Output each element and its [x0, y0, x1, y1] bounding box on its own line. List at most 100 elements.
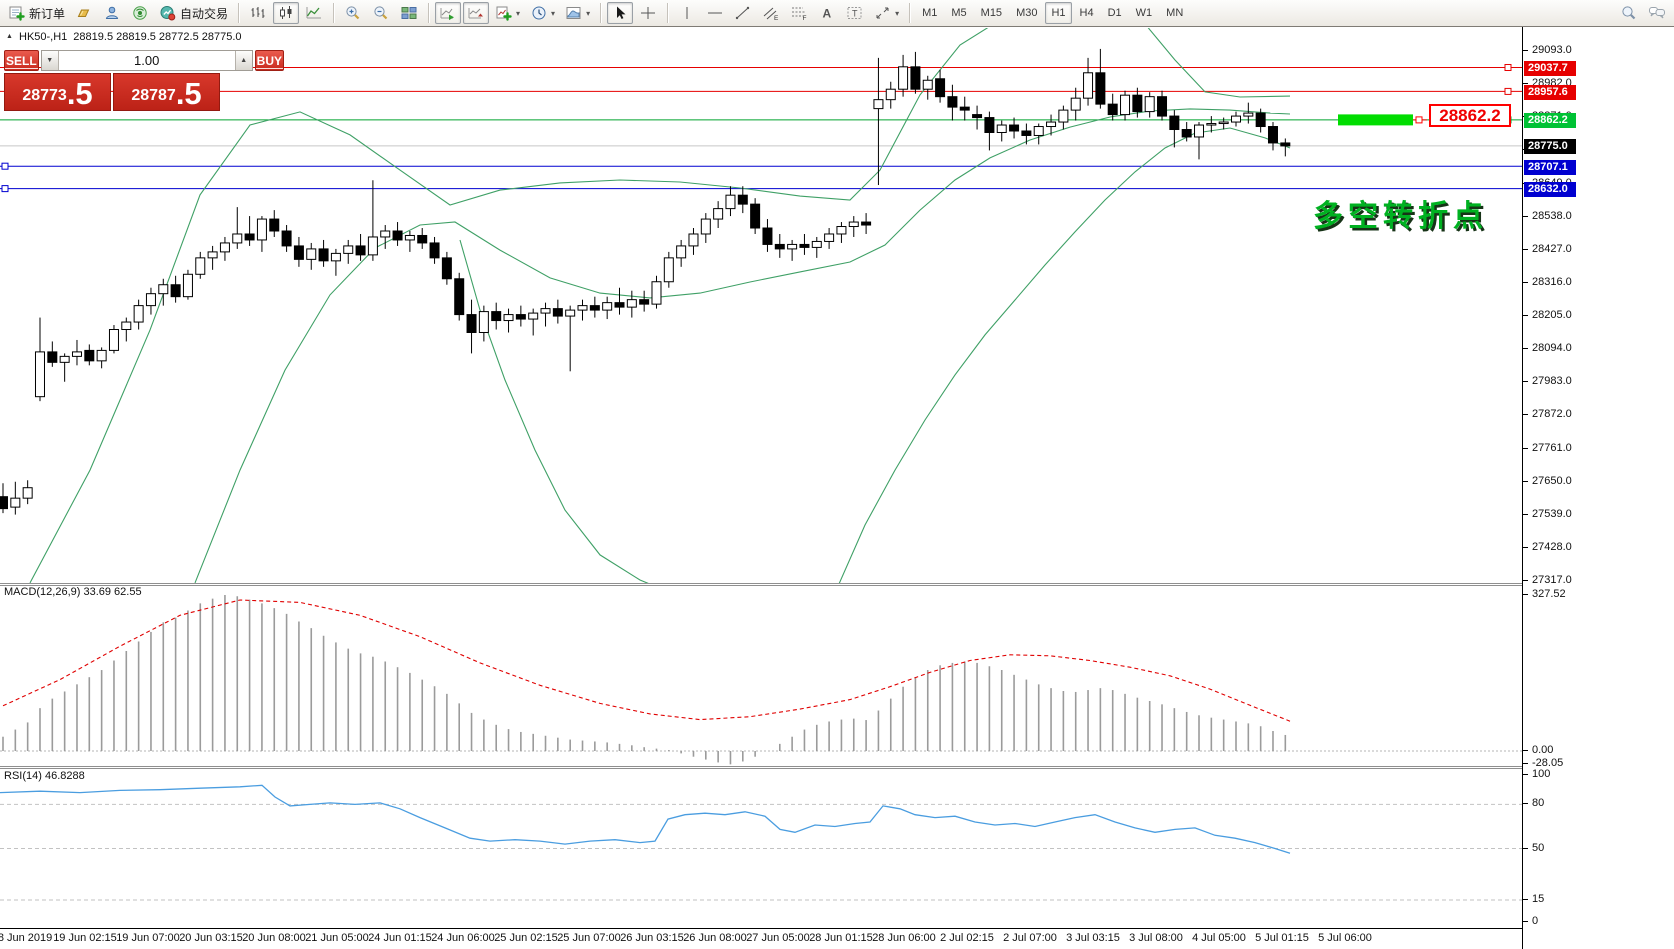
auto-scroll-button[interactable] [435, 2, 462, 24]
dropdown-arrow-icon: ▾ [551, 8, 556, 18]
zoom-out-button[interactable] [368, 2, 394, 24]
highlighted-level-segment[interactable] [1338, 114, 1413, 126]
buy-price-display[interactable]: 28787.5 [113, 73, 220, 111]
timeframe-w1-button[interactable]: W1 [1135, 7, 1153, 19]
tile-windows-button[interactable] [396, 2, 422, 24]
trendline-button[interactable] [730, 2, 756, 24]
macd-tick-label: -28.05 [1522, 757, 1564, 770]
time-axis-label: 24 Jun 01:15 [368, 932, 432, 944]
pane-separator[interactable] [0, 766, 1522, 767]
line-chart-button[interactable] [301, 2, 327, 24]
bar-chart-button[interactable] [245, 2, 271, 24]
pane-separator[interactable] [0, 768, 1522, 769]
rsi-tick-label: 80 [1522, 797, 1545, 810]
band-line [838, 127, 1291, 583]
channel-icon: E [763, 7, 779, 21]
crosshair-icon [641, 7, 656, 19]
chart-shift-button[interactable] [463, 2, 490, 24]
time-axis-label: 20 Jun 03:15 [179, 932, 243, 944]
band-line [459, 239, 649, 583]
time-axis-label: 27 Jun 05:00 [746, 932, 810, 944]
signal-icon [133, 6, 147, 20]
fibo-icon: F [792, 7, 807, 21]
line-handle-icon[interactable] [1, 162, 9, 170]
equidistant-channel-button[interactable]: E [758, 2, 784, 24]
price-level-tag: 28707.1 [1524, 159, 1576, 175]
text-label-button[interactable]: T [842, 2, 868, 24]
dropdown-arrow-icon: ▾ [586, 8, 591, 18]
autotrade-icon [160, 6, 176, 21]
pane-separator[interactable] [0, 585, 1522, 586]
toolbar-separator [333, 3, 335, 23]
buy-button[interactable]: BUY [254, 50, 285, 71]
signals-button[interactable] [127, 2, 153, 24]
timeframe-mn-button[interactable]: MN [1166, 7, 1184, 19]
arrows-button[interactable]: ▾ [870, 2, 903, 24]
price-tick-label: 29093.0 [1523, 44, 1572, 56]
text-button[interactable]: A [814, 2, 840, 24]
price-callout-label[interactable]: 28862.2 [1429, 104, 1511, 127]
time-axis-label: 24 Jun 06:00 [431, 932, 495, 944]
timeframe-m30-button[interactable]: M30 [1016, 7, 1038, 19]
zoom-in-button[interactable] [340, 2, 366, 24]
macd-histogram [2, 595, 1287, 765]
svg-text:A: A [823, 7, 832, 21]
periods-button[interactable]: ▾ [526, 2, 559, 24]
line-handle-icon[interactable] [1504, 87, 1512, 95]
rsi-line [0, 784, 1291, 854]
price-level-tag: 28862.2 [1524, 113, 1576, 129]
arrows-icon [876, 7, 889, 19]
price-tick-label: 27983.0 [1523, 375, 1572, 388]
price-level-tag: 28957.6 [1524, 84, 1576, 100]
volume-input[interactable] [58, 51, 235, 70]
time-axis-label: 4 Jul 05:00 [1192, 932, 1246, 944]
tline-icon [735, 6, 750, 20]
new-order-button[interactable]: 新订单 [4, 2, 69, 24]
sell-button[interactable]: SELL [4, 50, 39, 71]
time-axis-label: 5 Jul 06:00 [1318, 932, 1372, 944]
price-tick-label: 28205.0 [1523, 309, 1572, 322]
cursor-button[interactable] [607, 2, 634, 24]
timeframe-h1-button[interactable]: H1 [1045, 2, 1072, 24]
time-axis-label: 21 Jun 05:00 [305, 932, 369, 944]
line-handle-icon[interactable] [1, 185, 9, 193]
timeframe-m1-button[interactable]: M1 [922, 7, 938, 19]
price-level-tag: 29037.7 [1524, 61, 1576, 76]
callout-handle-icon[interactable] [1415, 116, 1423, 124]
rsi-indicator-label: RSI(14) 46.8288 [4, 770, 85, 782]
fibonacci-button[interactable]: F [786, 2, 812, 24]
price-chart-surface[interactable] [0, 27, 1522, 929]
chart-collapse-icon[interactable]: ▲ [6, 33, 13, 40]
chat-button[interactable] [1644, 2, 1670, 24]
timeframe-h4-button[interactable]: H4 [1079, 7, 1094, 19]
indicators-button[interactable]: ▾ [491, 2, 524, 24]
candlestick-chart-button[interactable] [273, 2, 300, 24]
volume-decrease-button[interactable]: ▼ [41, 51, 59, 70]
autotrading-button[interactable]: 自动交易 [155, 2, 232, 24]
time-axis-label: 18 Jun 2019 [0, 932, 53, 944]
indicators-icon [496, 6, 512, 21]
cursor-icon [617, 6, 626, 19]
timeframe-d1-button[interactable]: D1 [1107, 7, 1122, 19]
crosshair-button[interactable] [635, 2, 661, 24]
time-axis-label: 19 Jun 02:15 [53, 932, 117, 944]
accounts-button[interactable] [99, 2, 125, 24]
sell-price-display[interactable]: 28773.5 [4, 73, 111, 111]
search-icon [1622, 6, 1636, 20]
clock-icon [532, 6, 546, 20]
timeframe-m15-button[interactable]: M15 [980, 7, 1003, 19]
line-handle-icon[interactable] [1504, 64, 1512, 72]
symbol-ohlc: 28819.5 28819.5 28772.5 28775.0 [73, 31, 242, 43]
templates-button[interactable]: ▾ [561, 2, 594, 24]
vertical-line-button[interactable] [674, 2, 700, 24]
horizontal-line-button[interactable] [702, 2, 728, 24]
new-order-icon [9, 6, 25, 21]
search-button[interactable] [1616, 2, 1642, 24]
price-tick-label: 28316.0 [1523, 275, 1572, 288]
dropdown-arrow-icon: ▾ [895, 8, 900, 18]
volume-increase-button[interactable]: ▲ [234, 51, 252, 70]
pane-separator[interactable] [0, 583, 1522, 584]
deposit-button[interactable] [71, 2, 97, 24]
toolbar-separator [600, 3, 602, 23]
timeframe-m5-button[interactable]: M5 [951, 7, 967, 19]
